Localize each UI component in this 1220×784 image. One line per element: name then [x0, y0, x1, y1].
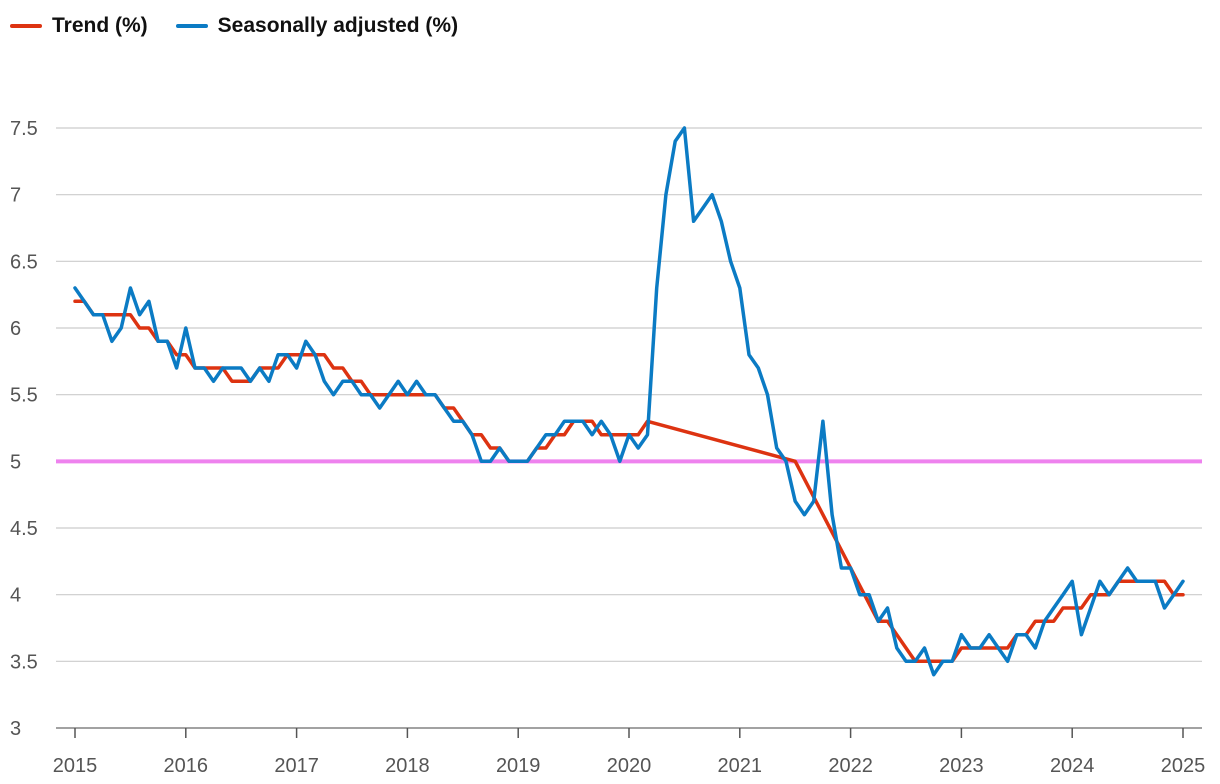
legend: Trend (%) Seasonally adjusted (%)	[10, 14, 458, 38]
x-tick-label-2023: 2023	[939, 755, 984, 777]
legend-label-trend: Trend (%)	[52, 14, 148, 37]
legend-label-seasonally-adjusted: Seasonally adjusted (%)	[217, 14, 459, 37]
y-tick-label-6.5: 6.5	[10, 251, 38, 273]
x-axis: 2015 2016 2017 2018 2019 2020 2021 2022 2023 2024…	[53, 727, 1206, 777]
x-tick-label-2015: 2015	[53, 755, 98, 777]
legend-item-trend: Trend (%)	[10, 14, 148, 38]
x-tick-label-2019: 2019	[496, 755, 541, 777]
x-tick-label-2025: 2025	[1161, 755, 1206, 777]
y-tick-label-4: 4	[10, 585, 21, 607]
series-lines	[73, 126, 1185, 677]
seasonally-adjusted-line	[73, 126, 1185, 677]
y-tick-label-7.5: 7.5	[10, 118, 38, 140]
y-tick-label-6: 6	[10, 318, 21, 340]
y-tick-label-7: 7	[10, 185, 21, 207]
y-tick-label-5.5: 5.5	[10, 385, 38, 407]
seasonally-adjusted-swatch	[175, 24, 208, 28]
y-tick-label-3: 3	[10, 718, 21, 740]
x-tick-label-2018: 2018	[385, 755, 430, 777]
x-tick-label-2022: 2022	[828, 755, 873, 777]
legend-item-seasonally-adjusted: Seasonally adjusted (%)	[175, 14, 459, 38]
trend-swatch	[10, 24, 42, 28]
x-tick-label-2020: 2020	[607, 755, 652, 777]
x-tick-label-2017: 2017	[274, 755, 319, 777]
x-tick-label-2024: 2024	[1050, 755, 1095, 777]
y-tick-label-3.5: 3.5	[10, 651, 38, 673]
y-tick-label-4.5: 4.5	[10, 518, 38, 540]
trend-line	[73, 299, 1185, 664]
y-axis-labels: 3 3.5 4 4.5 5 5.5 6 6.5 7 7.5	[10, 118, 38, 740]
x-tick-label-2016: 2016	[164, 755, 209, 777]
x-tick-label-2021: 2021	[718, 755, 763, 777]
y-tick-label-5: 5	[10, 451, 21, 473]
